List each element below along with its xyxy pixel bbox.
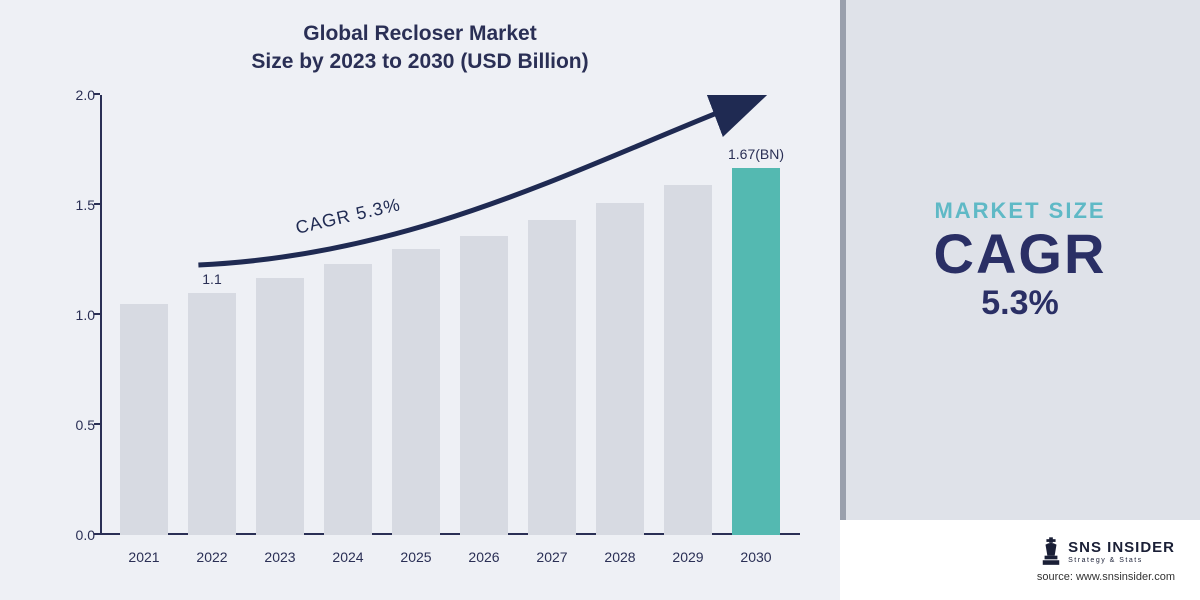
y-tick-label: 0.0: [55, 527, 95, 543]
bar-wrap: [314, 95, 382, 535]
x-tick-label: 2024: [314, 549, 382, 565]
bar-wrap: [586, 95, 654, 535]
side-stripe: [840, 0, 846, 520]
title-line-2: Size by 2023 to 2030 (USD Billion): [40, 48, 800, 76]
bar: [528, 220, 577, 535]
y-tick-label: 1.0: [55, 307, 95, 323]
side-panel: MARKET SIZE CAGR 5.3% SNS INSIDER Strate…: [840, 0, 1200, 600]
x-tick-label: 2023: [246, 549, 314, 565]
side-lower: SNS INSIDER Strategy & Stats source: www…: [840, 520, 1200, 600]
title-line-1: Global Recloser Market: [40, 20, 800, 48]
bar: [120, 304, 169, 535]
market-size-label: MARKET SIZE: [934, 198, 1105, 224]
bar-highlight: [732, 168, 781, 535]
y-axis: 0.00.51.01.52.0: [55, 95, 95, 535]
x-tick-label: 2022: [178, 549, 246, 565]
y-tick-label: 1.5: [55, 197, 95, 213]
x-tick-label: 2028: [586, 549, 654, 565]
bar-wrap: [654, 95, 722, 535]
x-tick-label: 2025: [382, 549, 450, 565]
x-tick-label: 2026: [450, 549, 518, 565]
x-tick-label: 2021: [110, 549, 178, 565]
bar: [256, 278, 305, 535]
logo-text: SNS INSIDER Strategy & Stats: [1068, 540, 1175, 564]
side-upper: MARKET SIZE CAGR 5.3%: [840, 0, 1200, 520]
bar-wrap: [246, 95, 314, 535]
bar-wrap: [450, 95, 518, 535]
cagr-value: 5.3%: [981, 284, 1059, 323]
x-tick-label: 2027: [518, 549, 586, 565]
bar-wrap: [518, 95, 586, 535]
bar: [324, 264, 373, 535]
x-tick-label: 2029: [654, 549, 722, 565]
bar-wrap: [382, 95, 450, 535]
bar-wrap: 1.1: [178, 95, 246, 535]
bar-wrap: 1.67(BN): [722, 95, 790, 535]
chart-area: 0.00.51.01.52.0 1.11.67(BN) 202120222023…: [100, 95, 800, 535]
bars-container: 1.1 1.67(BN): [100, 95, 800, 535]
x-axis-labels: 2021202220232024202520262027202820292030: [100, 549, 800, 565]
y-tick-label: 2.0: [55, 87, 95, 103]
logo-sub: Strategy & Stats: [1068, 557, 1175, 564]
y-tick-label: 0.5: [55, 417, 95, 433]
bar: [392, 249, 441, 535]
bar-value-label: 1.1: [202, 271, 221, 287]
bar: [188, 293, 237, 535]
bar: [596, 203, 645, 535]
chess-king-icon: [1040, 537, 1062, 567]
logo-main: SNS INSIDER: [1068, 540, 1175, 555]
chart-title: Global Recloser Market Size by 2023 to 2…: [40, 20, 800, 77]
x-tick-label: 2030: [722, 549, 790, 565]
bar-wrap: [110, 95, 178, 535]
brand-logo: SNS INSIDER Strategy & Stats: [1040, 537, 1175, 567]
bar: [460, 236, 509, 535]
bar: [664, 185, 713, 535]
bar-value-label: 1.67(BN): [728, 146, 784, 162]
cagr-word: CAGR: [934, 226, 1107, 282]
chart-panel: Global Recloser Market Size by 2023 to 2…: [0, 0, 840, 600]
source-text: source: www.snsinsider.com: [1037, 571, 1175, 583]
